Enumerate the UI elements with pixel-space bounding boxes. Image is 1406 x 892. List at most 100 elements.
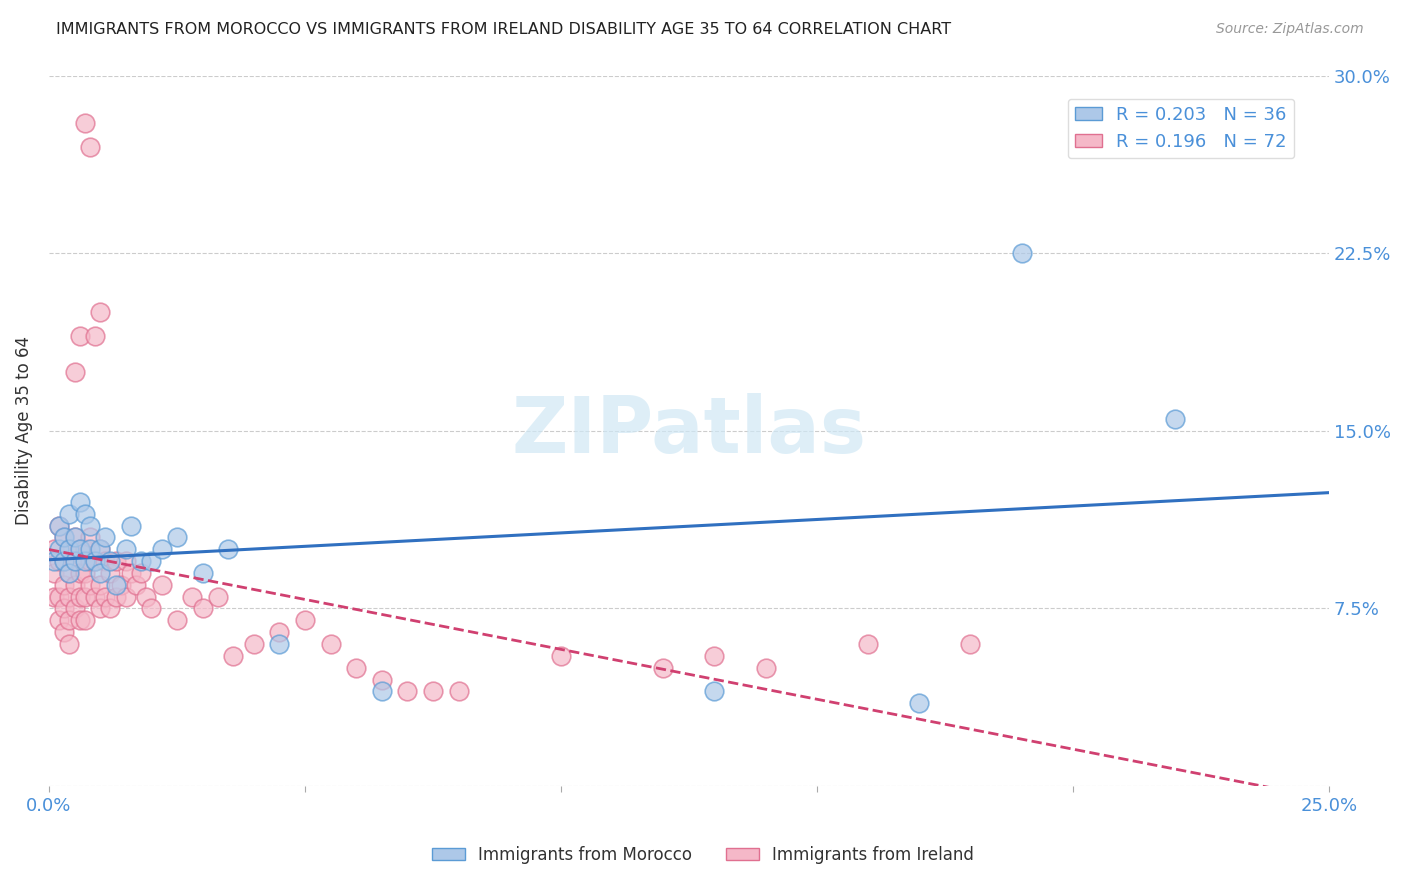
Point: [79, 542, 101, 557]
Point: [73, 554, 96, 568]
Point: [959, 637, 981, 651]
Point: [73, 566, 96, 580]
Point: [63, 554, 86, 568]
Point: [89, 305, 111, 319]
Point: [150, 578, 173, 592]
Point: [344, 661, 367, 675]
Point: [53, 625, 76, 640]
Point: [89, 542, 111, 557]
Point: [42, 542, 65, 557]
Text: IMMIGRANTS FROM MOROCCO VS IMMIGRANTS FROM IRELAND DISABILITY AGE 35 TO 64 CORRE: IMMIGRANTS FROM MOROCCO VS IMMIGRANTS FR…: [56, 22, 952, 37]
Point: [550, 648, 572, 663]
Point: [191, 601, 214, 615]
Point: [63, 530, 86, 544]
Y-axis label: Disability Age 35 to 64: Disability Age 35 to 64: [15, 336, 32, 525]
Point: [58, 566, 80, 580]
Point: [53, 530, 76, 544]
Point: [89, 601, 111, 615]
Point: [58, 507, 80, 521]
Point: [370, 684, 392, 698]
Point: [120, 518, 142, 533]
Point: [114, 554, 136, 568]
Point: [84, 554, 107, 568]
Point: [294, 613, 316, 627]
Point: [73, 590, 96, 604]
Point: [1164, 412, 1187, 426]
Point: [217, 542, 239, 557]
Point: [110, 578, 132, 592]
Point: [447, 684, 470, 698]
Point: [69, 495, 91, 509]
Point: [69, 613, 91, 627]
Point: [129, 554, 152, 568]
Point: [84, 590, 107, 604]
Point: [53, 530, 76, 544]
Text: Source: ZipAtlas.com: Source: ZipAtlas.com: [1216, 22, 1364, 37]
Point: [100, 566, 122, 580]
Point: [48, 590, 70, 604]
Point: [114, 590, 136, 604]
Point: [63, 530, 86, 544]
Point: [48, 518, 70, 533]
Point: [42, 554, 65, 568]
Point: [69, 542, 91, 557]
Point: [242, 637, 264, 651]
Point: [94, 554, 117, 568]
Point: [908, 696, 931, 710]
Point: [222, 648, 245, 663]
Point: [79, 554, 101, 568]
Point: [856, 637, 879, 651]
Point: [269, 637, 291, 651]
Point: [69, 329, 91, 343]
Point: [53, 601, 76, 615]
Point: [181, 590, 204, 604]
Point: [703, 648, 725, 663]
Point: [104, 578, 127, 592]
Point: [125, 578, 148, 592]
Point: [53, 578, 76, 592]
Point: [73, 613, 96, 627]
Point: [1011, 246, 1033, 260]
Point: [63, 578, 86, 592]
Point: [79, 578, 101, 592]
Point: [100, 554, 122, 568]
Point: [94, 590, 117, 604]
Legend: Immigrants from Morocco, Immigrants from Ireland: Immigrants from Morocco, Immigrants from…: [425, 839, 981, 871]
Point: [166, 613, 188, 627]
Point: [73, 507, 96, 521]
Point: [73, 542, 96, 557]
Point: [69, 590, 91, 604]
Point: [129, 566, 152, 580]
Point: [166, 530, 188, 544]
Point: [319, 637, 342, 651]
Point: [89, 542, 111, 557]
Point: [42, 566, 65, 580]
Point: [79, 518, 101, 533]
Point: [79, 139, 101, 153]
Point: [48, 542, 70, 557]
Legend: R = 0.203   N = 36, R = 0.196   N = 72: R = 0.203 N = 36, R = 0.196 N = 72: [1067, 99, 1294, 158]
Point: [69, 566, 91, 580]
Point: [141, 601, 163, 615]
Text: ZIPatlas: ZIPatlas: [512, 392, 866, 469]
Point: [104, 590, 127, 604]
Point: [84, 554, 107, 568]
Point: [58, 542, 80, 557]
Point: [652, 661, 675, 675]
Point: [58, 590, 80, 604]
Point: [63, 554, 86, 568]
Point: [120, 566, 142, 580]
Point: [89, 578, 111, 592]
Point: [89, 566, 111, 580]
Point: [150, 542, 173, 557]
Point: [191, 566, 214, 580]
Point: [269, 625, 291, 640]
Point: [73, 116, 96, 130]
Point: [755, 661, 778, 675]
Point: [48, 613, 70, 627]
Point: [703, 684, 725, 698]
Point: [42, 590, 65, 604]
Point: [396, 684, 419, 698]
Point: [63, 365, 86, 379]
Point: [135, 590, 157, 604]
